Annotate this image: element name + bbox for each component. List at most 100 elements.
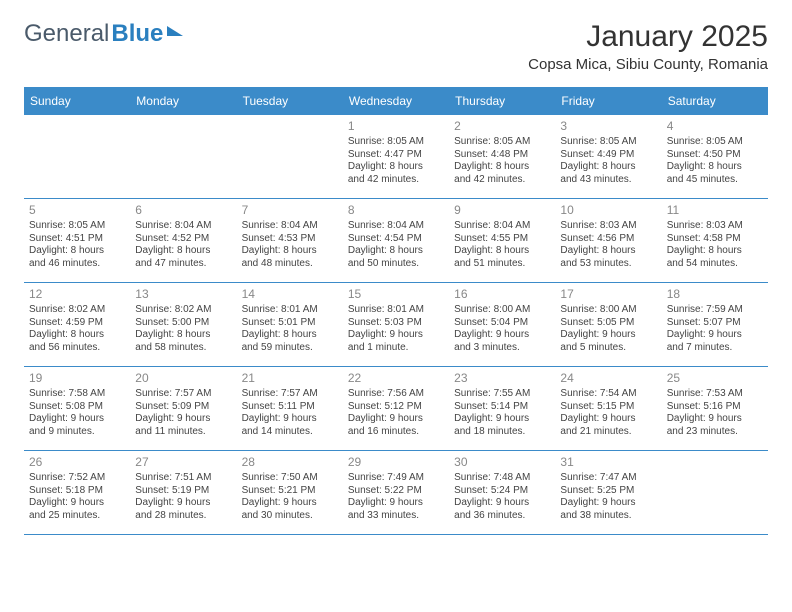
sunset-line: Sunset: 5:24 PM bbox=[454, 485, 550, 498]
daylight1-line: Daylight: 9 hours bbox=[135, 413, 231, 426]
sunrise-line: Sunrise: 8:05 AM bbox=[454, 136, 550, 149]
sunset-line: Sunset: 5:01 PM bbox=[242, 317, 338, 330]
daylight2-line: and 47 minutes. bbox=[135, 258, 231, 271]
day-number: 3 bbox=[560, 119, 656, 134]
day-number: 31 bbox=[560, 455, 656, 470]
sunrise-line: Sunrise: 8:04 AM bbox=[454, 220, 550, 233]
daylight1-line: Daylight: 8 hours bbox=[348, 161, 444, 174]
sunset-line: Sunset: 4:50 PM bbox=[667, 149, 763, 162]
daylight2-line: and 33 minutes. bbox=[348, 510, 444, 523]
daylight1-line: Daylight: 9 hours bbox=[667, 329, 763, 342]
calendar-cell: 26Sunrise: 7:52 AMSunset: 5:18 PMDayligh… bbox=[24, 451, 130, 535]
daylight2-line: and 5 minutes. bbox=[560, 342, 656, 355]
daylight1-line: Daylight: 9 hours bbox=[560, 497, 656, 510]
daylight2-line: and 16 minutes. bbox=[348, 426, 444, 439]
daylight2-line: and 36 minutes. bbox=[454, 510, 550, 523]
daylight1-line: Daylight: 9 hours bbox=[454, 413, 550, 426]
day-number: 30 bbox=[454, 455, 550, 470]
month-title: January 2025 bbox=[528, 20, 768, 54]
daylight1-line: Daylight: 9 hours bbox=[242, 413, 338, 426]
daylight1-line: Daylight: 9 hours bbox=[348, 497, 444, 510]
day-header: Monday bbox=[130, 89, 236, 115]
day-number: 18 bbox=[667, 287, 763, 302]
sunset-line: Sunset: 5:21 PM bbox=[242, 485, 338, 498]
daylight2-line: and 18 minutes. bbox=[454, 426, 550, 439]
sunrise-line: Sunrise: 8:05 AM bbox=[348, 136, 444, 149]
calendar-cell: 10Sunrise: 8:03 AMSunset: 4:56 PMDayligh… bbox=[555, 199, 661, 283]
daylight2-line: and 59 minutes. bbox=[242, 342, 338, 355]
sunrise-line: Sunrise: 8:05 AM bbox=[560, 136, 656, 149]
day-header: Wednesday bbox=[343, 89, 449, 115]
sunrise-line: Sunrise: 7:56 AM bbox=[348, 388, 444, 401]
sunrise-line: Sunrise: 7:57 AM bbox=[135, 388, 231, 401]
day-number: 4 bbox=[667, 119, 763, 134]
calendar-cell: 8Sunrise: 8:04 AMSunset: 4:54 PMDaylight… bbox=[343, 199, 449, 283]
daylight2-line: and 48 minutes. bbox=[242, 258, 338, 271]
calendar-cell: 20Sunrise: 7:57 AMSunset: 5:09 PMDayligh… bbox=[130, 367, 236, 451]
daylight1-line: Daylight: 9 hours bbox=[667, 413, 763, 426]
day-number: 22 bbox=[348, 371, 444, 386]
calendar-cell: 18Sunrise: 7:59 AMSunset: 5:07 PMDayligh… bbox=[662, 283, 768, 367]
calendar-cell: 3Sunrise: 8:05 AMSunset: 4:49 PMDaylight… bbox=[555, 115, 661, 199]
day-number: 20 bbox=[135, 371, 231, 386]
day-number: 1 bbox=[348, 119, 444, 134]
calendar-cell: 29Sunrise: 7:49 AMSunset: 5:22 PMDayligh… bbox=[343, 451, 449, 535]
calendar-cell: 6Sunrise: 8:04 AMSunset: 4:52 PMDaylight… bbox=[130, 199, 236, 283]
sunrise-line: Sunrise: 8:03 AM bbox=[667, 220, 763, 233]
sunset-line: Sunset: 5:04 PM bbox=[454, 317, 550, 330]
daylight2-line: and 7 minutes. bbox=[667, 342, 763, 355]
calendar-cell: 4Sunrise: 8:05 AMSunset: 4:50 PMDaylight… bbox=[662, 115, 768, 199]
day-number: 21 bbox=[242, 371, 338, 386]
calendar-cell bbox=[662, 451, 768, 535]
sunset-line: Sunset: 5:25 PM bbox=[560, 485, 656, 498]
daylight2-line: and 30 minutes. bbox=[242, 510, 338, 523]
day-number: 5 bbox=[29, 203, 125, 218]
daylight1-line: Daylight: 9 hours bbox=[454, 497, 550, 510]
daylight1-line: Daylight: 8 hours bbox=[348, 245, 444, 258]
daylight1-line: Daylight: 9 hours bbox=[560, 413, 656, 426]
calendar-cell: 17Sunrise: 8:00 AMSunset: 5:05 PMDayligh… bbox=[555, 283, 661, 367]
sunset-line: Sunset: 5:03 PM bbox=[348, 317, 444, 330]
sunrise-line: Sunrise: 7:55 AM bbox=[454, 388, 550, 401]
day-number: 15 bbox=[348, 287, 444, 302]
sunset-line: Sunset: 5:12 PM bbox=[348, 401, 444, 414]
sunrise-line: Sunrise: 8:00 AM bbox=[560, 304, 656, 317]
day-number: 12 bbox=[29, 287, 125, 302]
day-number: 29 bbox=[348, 455, 444, 470]
sunset-line: Sunset: 4:47 PM bbox=[348, 149, 444, 162]
daylight2-line: and 3 minutes. bbox=[454, 342, 550, 355]
sunset-line: Sunset: 5:05 PM bbox=[560, 317, 656, 330]
daylight1-line: Daylight: 8 hours bbox=[667, 245, 763, 258]
daylight2-line: and 42 minutes. bbox=[454, 174, 550, 187]
daylight2-line: and 51 minutes. bbox=[454, 258, 550, 271]
sunrise-line: Sunrise: 7:49 AM bbox=[348, 472, 444, 485]
daylight1-line: Daylight: 8 hours bbox=[560, 161, 656, 174]
sunrise-line: Sunrise: 7:59 AM bbox=[667, 304, 763, 317]
sunrise-line: Sunrise: 8:01 AM bbox=[348, 304, 444, 317]
sunset-line: Sunset: 4:58 PM bbox=[667, 233, 763, 246]
day-number: 23 bbox=[454, 371, 550, 386]
daylight1-line: Daylight: 8 hours bbox=[454, 245, 550, 258]
daylight2-line: and 25 minutes. bbox=[29, 510, 125, 523]
day-header: Thursday bbox=[449, 89, 555, 115]
daylight1-line: Daylight: 8 hours bbox=[242, 245, 338, 258]
daylight2-line: and 45 minutes. bbox=[667, 174, 763, 187]
day-number: 6 bbox=[135, 203, 231, 218]
daylight2-line: and 42 minutes. bbox=[348, 174, 444, 187]
sunset-line: Sunset: 4:59 PM bbox=[29, 317, 125, 330]
sunrise-line: Sunrise: 8:05 AM bbox=[29, 220, 125, 233]
daylight2-line: and 1 minute. bbox=[348, 342, 444, 355]
daylight2-line: and 21 minutes. bbox=[560, 426, 656, 439]
header: GeneralBlue January 2025 Copsa Mica, Sib… bbox=[24, 20, 768, 73]
calendar-cell bbox=[130, 115, 236, 199]
daylight2-line: and 54 minutes. bbox=[667, 258, 763, 271]
sunset-line: Sunset: 5:15 PM bbox=[560, 401, 656, 414]
day-number: 28 bbox=[242, 455, 338, 470]
calendar-cell: 15Sunrise: 8:01 AMSunset: 5:03 PMDayligh… bbox=[343, 283, 449, 367]
sunrise-line: Sunrise: 7:54 AM bbox=[560, 388, 656, 401]
daylight2-line: and 46 minutes. bbox=[29, 258, 125, 271]
sunrise-line: Sunrise: 7:50 AM bbox=[242, 472, 338, 485]
daylight2-line: and 14 minutes. bbox=[242, 426, 338, 439]
daylight1-line: Daylight: 8 hours bbox=[454, 161, 550, 174]
sunrise-line: Sunrise: 8:01 AM bbox=[242, 304, 338, 317]
